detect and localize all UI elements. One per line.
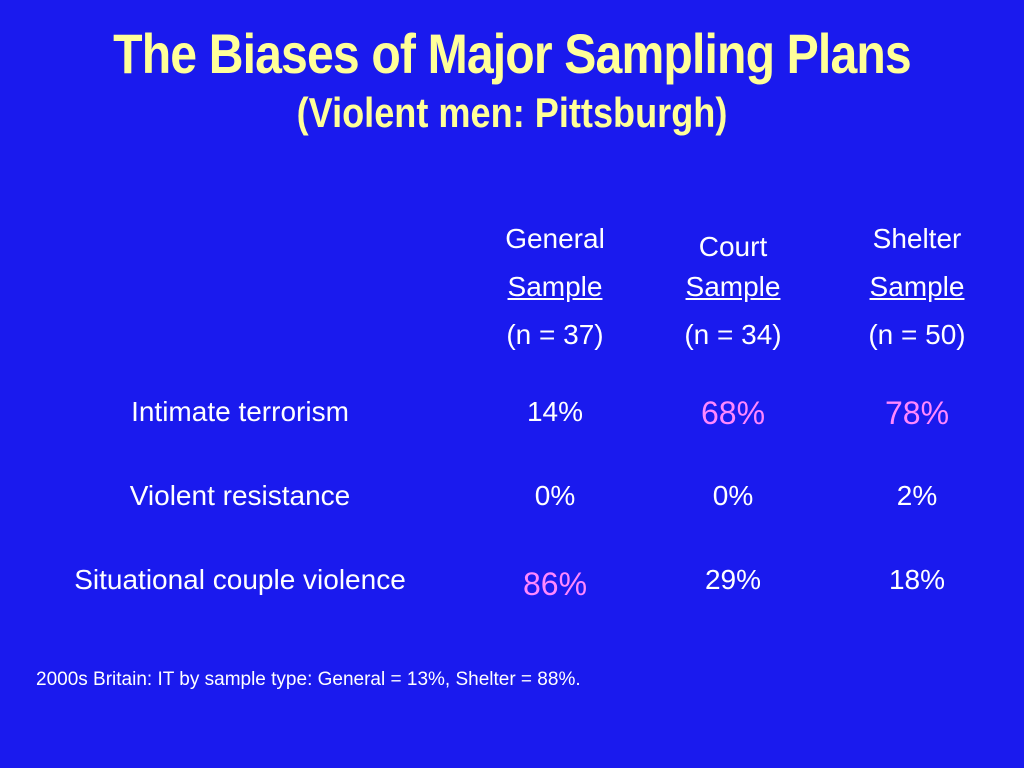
- value-cell: 0%: [534, 480, 576, 511]
- value-cell: 18%: [888, 564, 946, 595]
- column-header-line3: (n = 50): [868, 319, 966, 350]
- slide-subtitle: (Violent men: Pittsburgh): [296, 89, 728, 136]
- slide-title: The Biases of Major Sampling Plans: [113, 22, 912, 85]
- value-cell-highlight: 78%: [884, 395, 950, 431]
- column-header-shelter: Shelter Sample (n = 50): [822, 222, 1012, 366]
- column-header-line3: (n = 37): [506, 319, 604, 350]
- value-cell-highlight: 86%: [522, 566, 588, 602]
- row-label-intimate-terrorism: Intimate terrorism: [131, 396, 349, 427]
- value-cell: 2%: [896, 480, 938, 511]
- value-cell: 29%: [704, 564, 762, 595]
- column-header-line1: Court: [698, 231, 768, 262]
- column-header-line2: Sample: [685, 271, 781, 302]
- column-header-line2: Sample: [869, 271, 965, 302]
- column-header-line2: Sample: [507, 271, 603, 302]
- column-header-line1: Shelter: [872, 223, 962, 254]
- value-cell-highlight: 68%: [700, 395, 766, 431]
- value-cell: 14%: [526, 396, 584, 427]
- row-label-violent-resistance: Violent resistance: [129, 480, 351, 511]
- column-header-line1: General: [505, 223, 605, 254]
- column-header-general: General Sample (n = 37): [460, 222, 650, 366]
- row-label-situational-couple-violence: Situational couple violence: [74, 564, 406, 595]
- value-cell: 0%: [712, 480, 754, 511]
- footnote: 2000s Britain: IT by sample type: Genera…: [36, 669, 581, 690]
- column-header-line3: (n = 34): [684, 319, 782, 350]
- column-header-court: Court Sample (n = 34): [638, 222, 828, 366]
